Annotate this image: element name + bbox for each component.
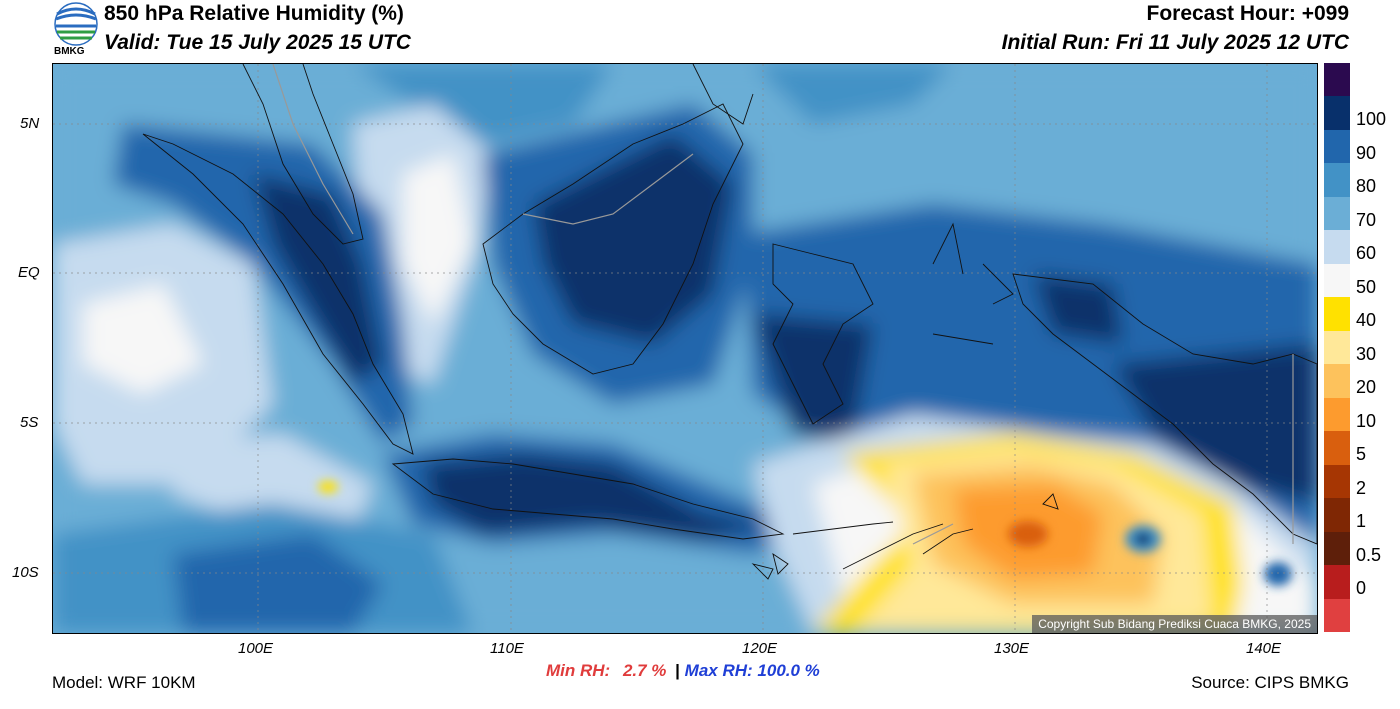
initial-run: Initial Run: Fri 11 July 2025 12 UTC <box>1001 31 1349 54</box>
logo-text: BMKG <box>54 46 85 57</box>
lon-tick-120e: 120E <box>742 640 778 657</box>
coastlines <box>142 64 1317 580</box>
colorbar-swatch <box>1324 431 1350 465</box>
colorbar <box>1324 63 1350 632</box>
bmkg-logo: BMKG <box>52 2 100 60</box>
colorbar-swatch <box>1324 297 1350 331</box>
copyright-notice: Copyright Sub Bidang Prediksi Cuaca BMKG… <box>1032 615 1317 633</box>
colorbar-label: 60 <box>1356 243 1377 264</box>
colorbar-swatch <box>1324 364 1350 398</box>
lon-tick-130e: 130E <box>994 640 1030 657</box>
colorbar-label: 80 <box>1356 176 1377 197</box>
lat-tick-5n: 5N <box>20 115 40 132</box>
source-label: Source: CIPS BMKG <box>1191 673 1349 692</box>
colorbar-swatch <box>1324 230 1350 264</box>
humidity-field <box>53 64 1317 633</box>
colorbar-swatch <box>1324 129 1350 164</box>
colorbar-swatch <box>1324 498 1350 532</box>
colorbar-label: 30 <box>1356 343 1377 364</box>
max-rh-label: Max RH: <box>684 661 753 680</box>
colorbar-label: 2 <box>1356 477 1367 498</box>
colorbar-swatch <box>1324 598 1350 632</box>
min-rh-value: 2.7 % <box>622 661 667 680</box>
colorbar-label: 10 <box>1356 410 1377 431</box>
lat-tick-5s: 5S <box>20 414 39 431</box>
lat-tick-eq: EQ <box>18 264 40 281</box>
colorbar-swatch <box>1324 196 1350 231</box>
rh-extremes: Min RH: 2.7 % | Max RH: 100.0 % <box>546 661 820 681</box>
colorbar-label: 20 <box>1356 377 1377 398</box>
valid-time: Valid: Tue 15 July 2025 15 UTC <box>104 31 411 54</box>
colorbar-label: 50 <box>1356 276 1377 297</box>
model-label: Model: WRF 10KM <box>52 673 196 692</box>
map-title: 850 hPa Relative Humidity (%) <box>104 2 404 25</box>
colorbar-swatch <box>1324 464 1350 499</box>
bmkg-logo-icon <box>54 2 98 46</box>
max-rh-value: 100.0 % <box>757 661 820 680</box>
colorbar-swatch <box>1324 397 1350 432</box>
colorbar-label: 100 <box>1356 109 1387 130</box>
colorbar-swatches <box>1324 63 1350 632</box>
colorbar-swatch <box>1324 163 1350 197</box>
colorbar-label: 5 <box>1356 444 1367 465</box>
min-rh-label: Min RH: <box>546 661 611 680</box>
forecast-hour: Forecast Hour: +099 <box>1146 2 1350 25</box>
rh-separator: | <box>675 661 680 680</box>
colorbar-swatch <box>1324 263 1350 298</box>
lon-tick-100e: 100E <box>238 640 274 657</box>
colorbar-label: 0 <box>1356 578 1367 599</box>
lat-tick-10s: 10S <box>12 564 39 581</box>
colorbar-swatch <box>1324 565 1350 599</box>
colorbar-swatch <box>1324 96 1350 130</box>
colorbar-label: 90 <box>1356 142 1377 163</box>
colorbar-labels: 100 90 80 70 60 50 40 30 20 10 5 2 1 0.5 0 <box>1356 63 1400 632</box>
colorbar-swatch <box>1324 63 1350 97</box>
colorbar-label: 1 <box>1356 511 1367 532</box>
colorbar-swatch <box>1324 531 1350 566</box>
lon-tick-140e: 140E <box>1246 640 1282 657</box>
colorbar-label: 0.5 <box>1356 544 1382 565</box>
lon-tick-110e: 110E <box>490 640 524 657</box>
colorbar-swatch <box>1324 330 1350 365</box>
colorbar-label: 70 <box>1356 209 1377 230</box>
colorbar-label: 40 <box>1356 310 1377 331</box>
map-panel: Copyright Sub Bidang Prediksi Cuaca BMKG… <box>52 63 1318 634</box>
